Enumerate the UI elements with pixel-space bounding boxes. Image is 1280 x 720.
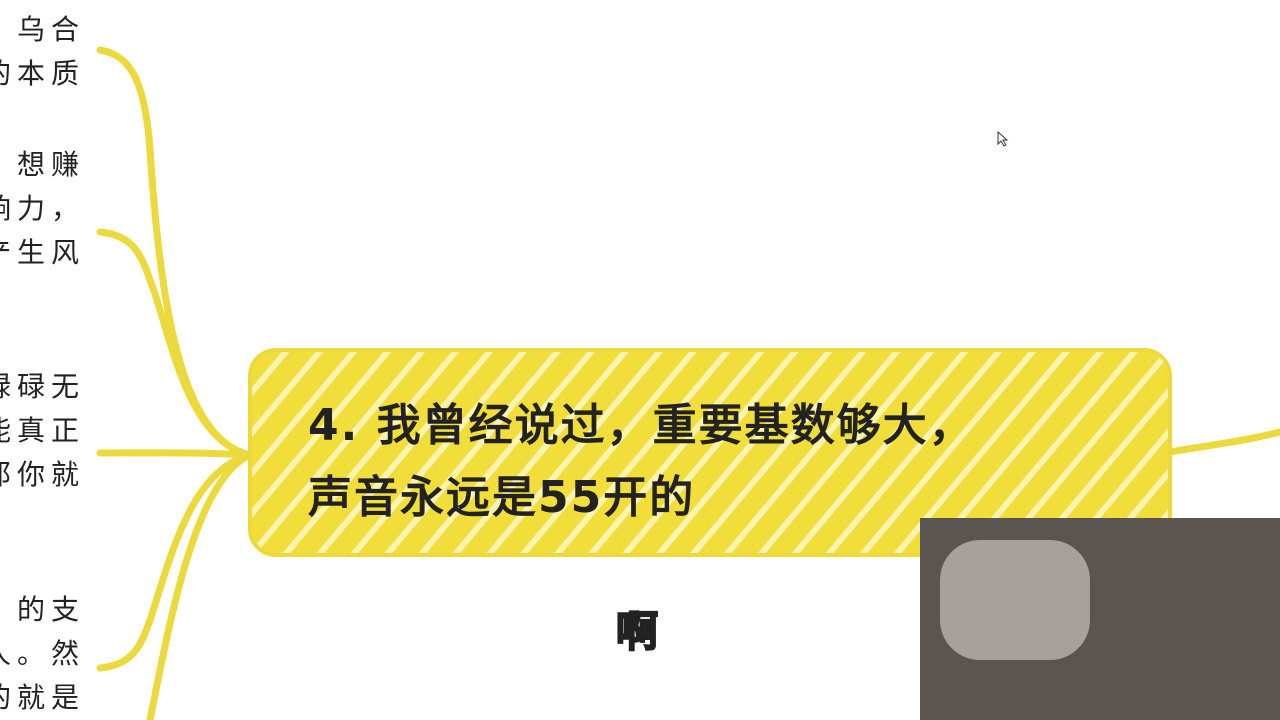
branch-text: 碌碌无 能真正 那你就 xyxy=(0,365,85,497)
central-node-text: 4. 我曾经说过，重要基数够大， 声音永远是55开的 xyxy=(308,390,975,534)
branch-line: 产生风 xyxy=(0,236,85,269)
node-line: 4. 我曾经说过，重要基数够大， xyxy=(308,400,975,451)
cursor xyxy=(997,130,1009,147)
branch-line: 想赚 xyxy=(16,148,85,181)
branch-text: 想赚 响力， 产生风 xyxy=(0,143,85,275)
webcam-figure xyxy=(940,540,1090,660)
branch-line: 的支 xyxy=(16,593,85,626)
branch-line: 能真正 xyxy=(0,414,85,447)
branch-line: 的本质 xyxy=(0,57,85,90)
branch-line: 响力， xyxy=(0,192,85,225)
central-node-box xyxy=(248,348,1172,557)
subtitle: 啊 xyxy=(615,606,659,657)
branch-line: 的就是 xyxy=(0,681,85,714)
branch-line: 那你就 xyxy=(0,458,85,491)
node-line: 声音永远是55开的 xyxy=(308,472,696,523)
branch-line: 碌碌无 xyxy=(0,370,85,403)
branch-lines xyxy=(96,46,1280,720)
branch-text: 的支 人。然 的就是 xyxy=(0,588,85,720)
branch-text: 乌合 的本质 xyxy=(0,8,85,96)
branch-line: 人。然 xyxy=(0,637,85,670)
branch-line: 乌合 xyxy=(16,13,85,46)
